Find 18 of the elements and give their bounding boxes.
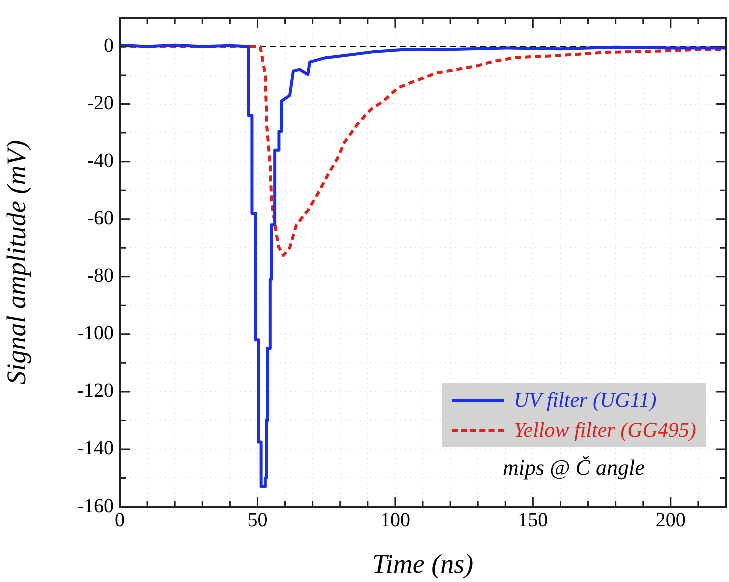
- x-tick-label: 150: [518, 509, 548, 532]
- x-tick-label: 50: [248, 509, 268, 532]
- y-tick-label: -140: [77, 438, 114, 460]
- x-axis-title: Time (ns): [372, 548, 474, 579]
- y-axis-title: Signal amplitude (mV): [1, 140, 32, 385]
- y-tick-label: 0: [104, 35, 114, 58]
- legend-label: UV filter (UG11): [514, 388, 657, 412]
- x-tick-label: 100: [380, 509, 410, 532]
- legend-label: Yellow filter (GG495): [514, 418, 696, 442]
- y-tick-label: -40: [87, 150, 114, 172]
- y-tick-label: -160: [77, 495, 114, 518]
- annotation: mips @ Č angle: [503, 455, 645, 481]
- x-tick-label: 200: [656, 509, 686, 532]
- y-tick-label: -120: [77, 380, 114, 402]
- y-tick-label: -80: [87, 265, 114, 288]
- y-tick-label: -60: [87, 208, 114, 230]
- y-tick-label: -20: [87, 92, 114, 115]
- y-tick-label: -100: [77, 322, 114, 345]
